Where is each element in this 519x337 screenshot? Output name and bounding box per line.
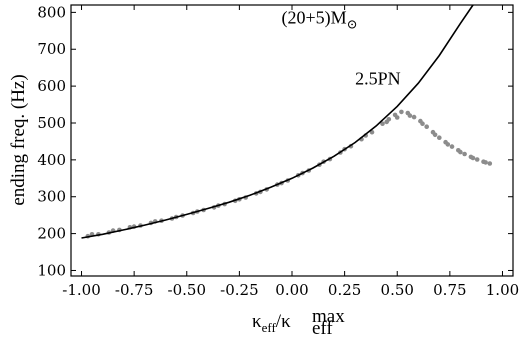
y-tick-label: 400 bbox=[37, 151, 66, 169]
mass-annotation-text: (20+5)M bbox=[281, 7, 346, 28]
x-axis-title: κeff/κ max eff bbox=[252, 306, 345, 337]
data-point bbox=[411, 114, 417, 120]
y-axis-title: ending freq. (Hz) bbox=[8, 74, 29, 205]
x-ticks: -1.00 -0.75 -0.50 -0.25 0.00 0.25 0.50 0.75 1.00 bbox=[62, 5, 519, 299]
x-tick-label: -0.50 bbox=[168, 281, 206, 299]
data-point bbox=[462, 151, 467, 157]
x-tick-label: 0.25 bbox=[328, 281, 361, 299]
data-point bbox=[399, 109, 404, 115]
sun-symbol: ⊙ bbox=[347, 16, 358, 31]
data-point bbox=[470, 155, 476, 161]
y-tick-label: 800 bbox=[37, 3, 66, 21]
data-point bbox=[432, 132, 438, 138]
data-point bbox=[474, 157, 480, 162]
x-axis-title-numerator: κeff/κ bbox=[252, 311, 291, 335]
x-axis-kappa: κ bbox=[252, 311, 262, 332]
data-point bbox=[420, 121, 425, 126]
x-tick-label: 0.50 bbox=[381, 281, 414, 299]
x-tick-label: -0.75 bbox=[115, 281, 153, 299]
plot-area: -1.00 -0.75 -0.50 -0.25 0.00 0.25 0.50 0.75 1.00… bbox=[37, 3, 519, 299]
x-axis-sub-eff: eff bbox=[262, 320, 277, 335]
y-tick-label: 500 bbox=[37, 114, 66, 132]
pn-curve bbox=[81, 4, 474, 239]
mass-annotation: (20+5)M⊙ bbox=[281, 7, 357, 31]
y-tick-label: 300 bbox=[37, 188, 66, 206]
data-point bbox=[483, 160, 488, 165]
x-axis-sub-eff-den: eff bbox=[312, 318, 333, 337]
x-axis-kappa-max: κ bbox=[281, 311, 291, 332]
y-tick-label: 700 bbox=[37, 40, 66, 58]
data-point bbox=[380, 121, 385, 126]
scatter-points bbox=[85, 109, 493, 239]
data-point bbox=[437, 135, 442, 140]
data-point bbox=[458, 149, 463, 155]
data-point bbox=[449, 144, 455, 149]
x-tick-label: -1.00 bbox=[62, 281, 100, 299]
x-tick-label: 0.00 bbox=[275, 281, 308, 299]
y-tick-label: 600 bbox=[37, 77, 66, 95]
y-ticks: 100 200 300 400 500 600 700 800 bbox=[37, 3, 513, 279]
data-point bbox=[407, 113, 413, 118]
x-tick-label: 0.75 bbox=[433, 281, 466, 299]
x-tick-label: -0.25 bbox=[220, 281, 258, 299]
x-axis-slash: / bbox=[276, 311, 282, 332]
x-tick-label: 1.00 bbox=[486, 281, 519, 299]
y-tick-label: 200 bbox=[37, 225, 66, 243]
data-point bbox=[394, 115, 400, 120]
y-tick-label: 100 bbox=[37, 261, 66, 279]
x-axis-sup-max: max bbox=[312, 306, 345, 327]
data-point bbox=[445, 142, 451, 147]
data-point bbox=[487, 161, 493, 166]
pn-annotation: 2.5PN bbox=[355, 68, 401, 88]
data-point bbox=[384, 119, 390, 125]
data-point bbox=[424, 124, 430, 129]
